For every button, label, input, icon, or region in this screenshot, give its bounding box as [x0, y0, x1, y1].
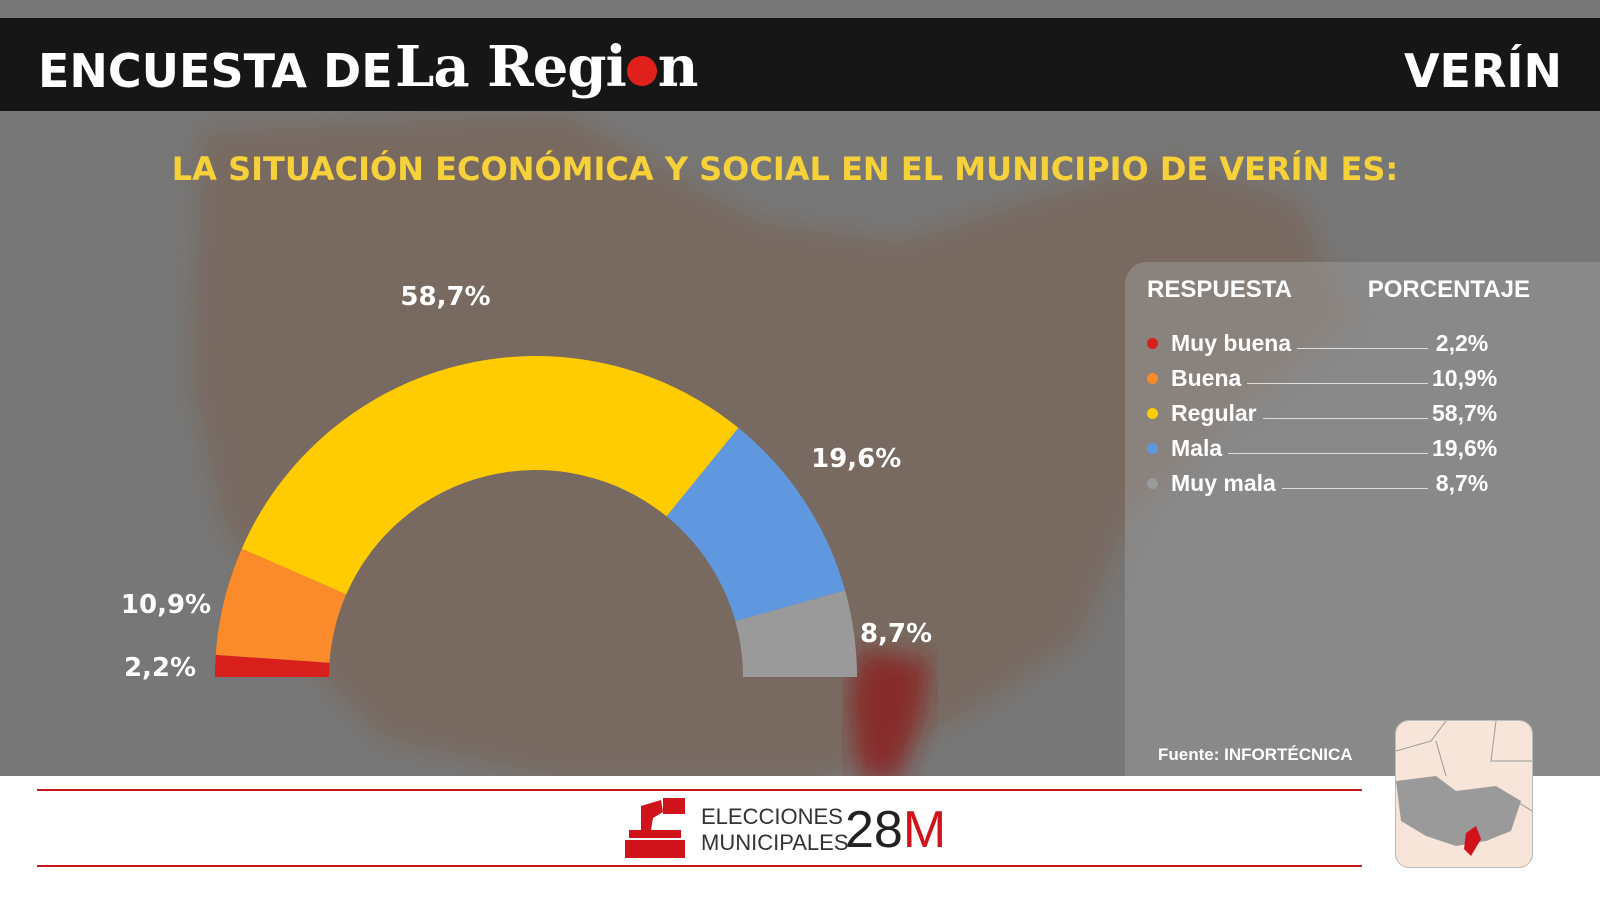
- data-label: 8,7%: [860, 619, 932, 649]
- footer-line2: MUNICIPALES: [701, 830, 849, 855]
- legend-row: Regular 58,7%: [1147, 398, 1498, 428]
- legend-value: 2,2%: [1435, 329, 1489, 356]
- header-bar: ENCUESTA DE La Regi n VERÍN: [0, 18, 1600, 111]
- slice-muy-buena: [215, 654, 330, 677]
- legend-panel: RESPUESTA PORCENTAJE Muy buena 2,2% Buena 1…: [1125, 262, 1600, 777]
- data-label: 2,2%: [124, 653, 196, 683]
- legend-row: Buena 10,9%: [1147, 363, 1498, 393]
- legend-dot: [1147, 372, 1158, 384]
- divider: [37, 789, 1362, 791]
- legend-label: Muy buena: [1171, 329, 1292, 356]
- legend-label: Regular: [1171, 399, 1257, 426]
- chart-title: LA SITUACIÓN ECONÓMICA Y SOCIAL EN EL MU…: [171, 150, 1399, 188]
- data-label: 19,6%: [811, 444, 901, 474]
- elecciones-text: ELECCIONES MUNICIPALES: [701, 804, 849, 856]
- data-label: 58,7%: [400, 282, 490, 312]
- footer-line1: ELECCIONES: [701, 804, 843, 829]
- legend-label: Mala: [1171, 434, 1223, 461]
- data-label: 10,9%: [121, 590, 211, 620]
- locator-minimap: [1395, 720, 1533, 868]
- leader-line: [1281, 487, 1428, 489]
- legend-dot: [1147, 442, 1158, 454]
- ballot-box-icon: [625, 798, 685, 858]
- legend-header-response: RESPUESTA: [1147, 276, 1292, 303]
- legend-row: Muy mala 8,7%: [1147, 468, 1492, 498]
- la-region-logo: La Regi n: [395, 34, 698, 100]
- legend-value: 58,7%: [1432, 399, 1498, 426]
- slice-buena: [215, 548, 347, 663]
- slice-mala: [666, 427, 846, 622]
- legend-dot: [1147, 477, 1158, 489]
- legend-dot: [1147, 337, 1158, 349]
- legend-value: 10,9%: [1432, 364, 1498, 391]
- divider: [37, 865, 1362, 867]
- leader-line: [1247, 382, 1428, 384]
- slice-regular: [241, 356, 739, 595]
- legend-row: Muy buena 2,2%: [1147, 328, 1492, 358]
- legend-header-percent: PORCENTAJE: [1367, 276, 1530, 303]
- leader-line: [1228, 452, 1428, 454]
- legend-row: Mala 19,6%: [1147, 433, 1498, 463]
- background-map: [190, 110, 1350, 780]
- slice-muy-mala: [735, 590, 857, 677]
- town-name: VERÍN: [1403, 44, 1562, 98]
- legend-value: 8,7%: [1435, 469, 1489, 496]
- leader-line: [1297, 347, 1428, 349]
- date-28m: 28M: [845, 800, 946, 860]
- semicircle-donut-chart: 2,2% 10,9% 58,7% 19,6% 8,7%: [121, 282, 932, 683]
- legend-value: 19,6%: [1432, 434, 1498, 461]
- footer: ELECCIONES MUNICIPALES 28M: [0, 776, 1600, 900]
- legend-dot: [1147, 407, 1158, 419]
- legend-label: Buena: [1171, 364, 1242, 391]
- header-prefix: ENCUESTA DE: [38, 44, 393, 98]
- footer-letter: M: [902, 801, 947, 859]
- footer-number: 28: [845, 801, 903, 859]
- leader-line: [1262, 417, 1428, 419]
- legend-label: Muy mala: [1171, 469, 1276, 496]
- source-text: Fuente: INFORTÉCNICA: [1158, 745, 1353, 764]
